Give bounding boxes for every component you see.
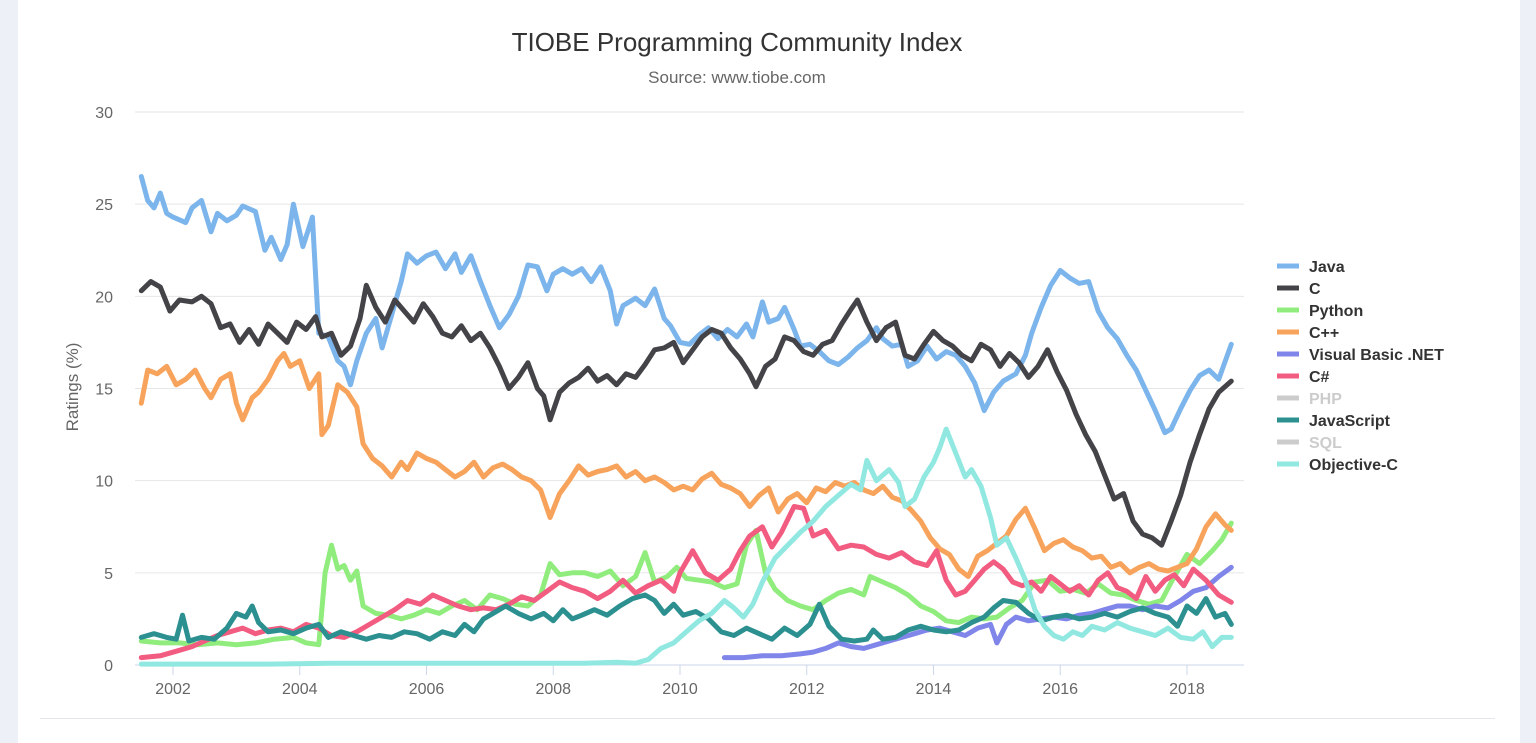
x-tick-label: 2012	[789, 681, 825, 698]
legend-item-python[interactable]: Python	[1277, 303, 1363, 320]
series-line-objective-c[interactable]	[138, 426, 1234, 667]
x-tick-label: 2016	[1042, 681, 1078, 698]
series-line-java[interactable]	[138, 174, 1234, 436]
legend-label: Visual Basic .NET	[1309, 347, 1444, 364]
bottom-divider	[40, 718, 1495, 719]
y-tick-label: 30	[95, 105, 113, 122]
y-axis-title: Ratings (%)	[63, 343, 82, 432]
chart-panel	[18, 0, 1520, 743]
legend-label: C	[1309, 281, 1321, 298]
legend-item-sql[interactable]: SQL	[1277, 435, 1342, 452]
legend-label: JavaScript	[1309, 413, 1391, 430]
legend-label: Python	[1309, 303, 1363, 320]
grid-lines	[135, 111, 1244, 666]
y-tick-label: 5	[104, 566, 113, 583]
x-tick-label: 2014	[916, 681, 952, 698]
legend-item-c[interactable]: C	[1277, 281, 1321, 298]
legend-item-visual-basic-net[interactable]: Visual Basic .NET	[1277, 347, 1444, 364]
legend-label: C#	[1309, 369, 1330, 386]
legend-label: PHP	[1309, 391, 1342, 408]
x-tick-label: 2008	[535, 681, 571, 698]
legend-item-c[interactable]: C++	[1277, 325, 1339, 342]
chart-title: TIOBE Programming Community Index	[512, 27, 963, 57]
x-tick-label: 2006	[409, 681, 445, 698]
x-tick-label: 2002	[155, 681, 191, 698]
legend-label: Java	[1309, 259, 1345, 276]
legend-label: SQL	[1309, 435, 1342, 452]
legend-label: Objective-C	[1309, 457, 1398, 474]
legend-item-java[interactable]: Java	[1277, 259, 1345, 276]
series-lines	[138, 174, 1234, 667]
legend-item-php[interactable]: PHP	[1277, 391, 1342, 408]
series-line-visual-basic-net[interactable]	[721, 564, 1234, 661]
y-axis-ticks: 0 5 10 15 20 25 30	[95, 105, 113, 675]
legend: Java C Python C++ Visual Basic .NET C# PHP Java…	[1277, 259, 1444, 474]
y-tick-label: 25	[95, 197, 113, 214]
x-tick-label: 2018	[1169, 681, 1205, 698]
y-tick-label: 10	[95, 474, 113, 491]
y-tick-label: 15	[95, 382, 113, 399]
x-axis-ticks: 2002 2004 2006 2008 2010 2012 2014 2016 2018	[155, 665, 1205, 698]
x-tick-label: 2010	[662, 681, 698, 698]
x-tick-label: 2004	[282, 681, 318, 698]
chart-subtitle: Source: www.tiobe.com	[648, 68, 826, 87]
series-line-c[interactable]	[138, 279, 1234, 548]
legend-item-c[interactable]: C#	[1277, 369, 1330, 386]
series-line-javascript[interactable]	[138, 592, 1234, 644]
legend-item-javascript[interactable]: JavaScript	[1277, 413, 1391, 430]
legend-label: C++	[1309, 325, 1339, 342]
y-tick-label: 20	[95, 289, 113, 306]
legend-item-objective-c[interactable]: Objective-C	[1277, 457, 1398, 474]
series-line-c[interactable]	[138, 351, 1234, 579]
y-tick-label: 0	[104, 658, 113, 675]
